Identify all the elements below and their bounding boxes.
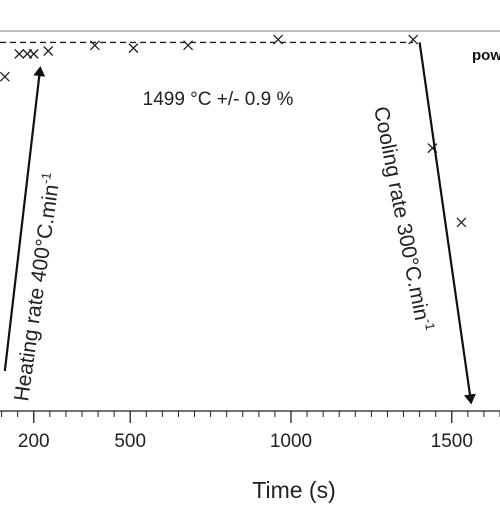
heating-rate-label: Heating rate 400°C.min-1 bbox=[7, 171, 65, 402]
x-axis: 200 500 1000 1500 bbox=[0, 410, 500, 452]
cooling-rate-label: Cooling rate 300°C.min-1 bbox=[369, 104, 438, 334]
heating-rate-exponent: -1 bbox=[38, 171, 54, 185]
x-tick-label-1500: 1500 bbox=[431, 431, 473, 452]
data-point-4 bbox=[43, 46, 54, 56]
x-tick-label-1000: 1000 bbox=[270, 431, 312, 452]
data-point-6 bbox=[128, 43, 139, 54]
data-point-9 bbox=[408, 34, 419, 45]
cooling-rate-arrow bbox=[418, 42, 476, 405]
x-tick-label-500: 500 bbox=[114, 431, 146, 452]
data-point-3 bbox=[28, 48, 39, 59]
data-point-8 bbox=[273, 34, 284, 45]
heating-rate-arrow bbox=[3, 66, 46, 372]
data-point-0 bbox=[0, 71, 10, 82]
data-point-1 bbox=[14, 48, 25, 59]
rate-arrows bbox=[3, 42, 476, 405]
heating-rate-main: Heating rate 400°C.min bbox=[10, 183, 63, 403]
data-point-11 bbox=[456, 217, 467, 228]
legend-fragment: pow bbox=[472, 47, 500, 64]
x-axis-title: Time (s) bbox=[252, 477, 335, 503]
data-markers bbox=[0, 34, 467, 228]
cooling-rate-exponent: -1 bbox=[421, 317, 438, 331]
x-tick-label-200: 200 bbox=[18, 431, 50, 452]
hold-annotation: 1499 °C +/- 0.9 % bbox=[143, 89, 294, 110]
data-point-7 bbox=[183, 40, 194, 51]
cooling-rate-main: Cooling rate 300°C.min bbox=[369, 105, 433, 323]
data-point-5 bbox=[89, 40, 100, 51]
